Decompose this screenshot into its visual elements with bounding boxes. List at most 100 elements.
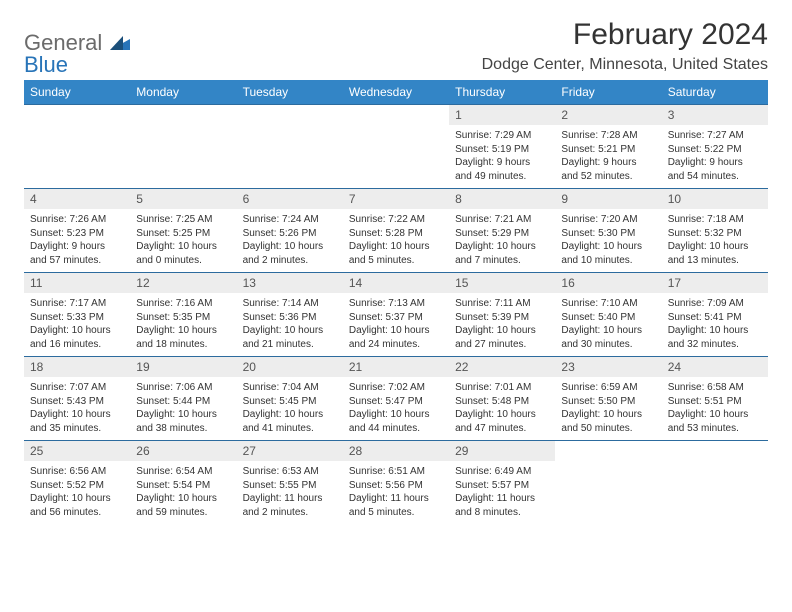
day-number: 10 bbox=[662, 189, 768, 209]
day-cell: 1Sunrise: 7:29 AMSunset: 5:19 PMDaylight… bbox=[449, 105, 555, 189]
day-cell: 6Sunrise: 7:24 AMSunset: 5:26 PMDaylight… bbox=[237, 189, 343, 273]
day-number: 12 bbox=[130, 273, 236, 293]
calendar-table: SundayMondayTuesdayWednesdayThursdayFrid… bbox=[24, 80, 768, 525]
day-details: Sunrise: 6:59 AMSunset: 5:50 PMDaylight:… bbox=[555, 377, 661, 437]
day-details: Sunrise: 7:20 AMSunset: 5:30 PMDaylight:… bbox=[555, 209, 661, 269]
day-cell bbox=[343, 105, 449, 189]
header: General February 2024 Dodge Center, Minn… bbox=[24, 18, 768, 74]
day-number: 17 bbox=[662, 273, 768, 293]
day-number: 13 bbox=[237, 273, 343, 293]
day-details: Sunrise: 7:16 AMSunset: 5:35 PMDaylight:… bbox=[130, 293, 236, 353]
day-number: 26 bbox=[130, 441, 236, 461]
day-number: 25 bbox=[24, 441, 130, 461]
day-cell: 7Sunrise: 7:22 AMSunset: 5:28 PMDaylight… bbox=[343, 189, 449, 273]
day-cell: 22Sunrise: 7:01 AMSunset: 5:48 PMDayligh… bbox=[449, 357, 555, 441]
day-cell bbox=[24, 105, 130, 189]
day-details: Sunrise: 7:22 AMSunset: 5:28 PMDaylight:… bbox=[343, 209, 449, 269]
day-details: Sunrise: 7:25 AMSunset: 5:25 PMDaylight:… bbox=[130, 209, 236, 269]
day-cell: 20Sunrise: 7:04 AMSunset: 5:45 PMDayligh… bbox=[237, 357, 343, 441]
day-number: 11 bbox=[24, 273, 130, 293]
day-cell: 25Sunrise: 6:56 AMSunset: 5:52 PMDayligh… bbox=[24, 441, 130, 525]
day-cell: 18Sunrise: 7:07 AMSunset: 5:43 PMDayligh… bbox=[24, 357, 130, 441]
day-number: 19 bbox=[130, 357, 236, 377]
day-cell: 14Sunrise: 7:13 AMSunset: 5:37 PMDayligh… bbox=[343, 273, 449, 357]
day-details: Sunrise: 7:18 AMSunset: 5:32 PMDaylight:… bbox=[662, 209, 768, 269]
day-cell: 10Sunrise: 7:18 AMSunset: 5:32 PMDayligh… bbox=[662, 189, 768, 273]
day-cell: 4Sunrise: 7:26 AMSunset: 5:23 PMDaylight… bbox=[24, 189, 130, 273]
day-details: Sunrise: 6:49 AMSunset: 5:57 PMDaylight:… bbox=[449, 461, 555, 521]
day-cell: 26Sunrise: 6:54 AMSunset: 5:54 PMDayligh… bbox=[130, 441, 236, 525]
day-cell: 8Sunrise: 7:21 AMSunset: 5:29 PMDaylight… bbox=[449, 189, 555, 273]
day-number: 7 bbox=[343, 189, 449, 209]
day-cell: 17Sunrise: 7:09 AMSunset: 5:41 PMDayligh… bbox=[662, 273, 768, 357]
day-number: 2 bbox=[555, 105, 661, 125]
day-number: 15 bbox=[449, 273, 555, 293]
brand-mark-icon-2 bbox=[110, 36, 130, 55]
day-cell: 19Sunrise: 7:06 AMSunset: 5:44 PMDayligh… bbox=[130, 357, 236, 441]
day-header: Wednesday bbox=[343, 80, 449, 105]
day-number: 14 bbox=[343, 273, 449, 293]
day-cell: 21Sunrise: 7:02 AMSunset: 5:47 PMDayligh… bbox=[343, 357, 449, 441]
day-details: Sunrise: 6:56 AMSunset: 5:52 PMDaylight:… bbox=[24, 461, 130, 521]
day-number: 8 bbox=[449, 189, 555, 209]
day-details: Sunrise: 7:27 AMSunset: 5:22 PMDaylight:… bbox=[662, 125, 768, 185]
day-number: 5 bbox=[130, 189, 236, 209]
day-details: Sunrise: 7:09 AMSunset: 5:41 PMDaylight:… bbox=[662, 293, 768, 353]
day-details: Sunrise: 6:58 AMSunset: 5:51 PMDaylight:… bbox=[662, 377, 768, 437]
day-number: 28 bbox=[343, 441, 449, 461]
day-number: 29 bbox=[449, 441, 555, 461]
location-subtitle: Dodge Center, Minnesota, United States bbox=[482, 56, 768, 74]
brand-text-blue: Blue bbox=[24, 52, 68, 77]
day-number: 24 bbox=[662, 357, 768, 377]
day-cell: 28Sunrise: 6:51 AMSunset: 5:56 PMDayligh… bbox=[343, 441, 449, 525]
day-header: Tuesday bbox=[237, 80, 343, 105]
day-details: Sunrise: 7:06 AMSunset: 5:44 PMDaylight:… bbox=[130, 377, 236, 437]
day-cell: 5Sunrise: 7:25 AMSunset: 5:25 PMDaylight… bbox=[130, 189, 236, 273]
day-header: Friday bbox=[555, 80, 661, 105]
day-details: Sunrise: 7:07 AMSunset: 5:43 PMDaylight:… bbox=[24, 377, 130, 437]
day-number: 3 bbox=[662, 105, 768, 125]
day-cell: 2Sunrise: 7:28 AMSunset: 5:21 PMDaylight… bbox=[555, 105, 661, 189]
day-header: Sunday bbox=[24, 80, 130, 105]
day-details: Sunrise: 7:14 AMSunset: 5:36 PMDaylight:… bbox=[237, 293, 343, 353]
day-number: 16 bbox=[555, 273, 661, 293]
day-details: Sunrise: 7:10 AMSunset: 5:40 PMDaylight:… bbox=[555, 293, 661, 353]
day-cell bbox=[130, 105, 236, 189]
day-number: 22 bbox=[449, 357, 555, 377]
day-number: 18 bbox=[24, 357, 130, 377]
day-details: Sunrise: 7:29 AMSunset: 5:19 PMDaylight:… bbox=[449, 125, 555, 185]
day-details: Sunrise: 6:51 AMSunset: 5:56 PMDaylight:… bbox=[343, 461, 449, 521]
day-cell bbox=[555, 441, 661, 525]
day-details: Sunrise: 7:02 AMSunset: 5:47 PMDaylight:… bbox=[343, 377, 449, 437]
day-details: Sunrise: 6:54 AMSunset: 5:54 PMDaylight:… bbox=[130, 461, 236, 521]
day-details: Sunrise: 7:04 AMSunset: 5:45 PMDaylight:… bbox=[237, 377, 343, 437]
day-cell bbox=[237, 105, 343, 189]
day-cell: 15Sunrise: 7:11 AMSunset: 5:39 PMDayligh… bbox=[449, 273, 555, 357]
day-number: 21 bbox=[343, 357, 449, 377]
day-cell: 24Sunrise: 6:58 AMSunset: 5:51 PMDayligh… bbox=[662, 357, 768, 441]
day-number: 23 bbox=[555, 357, 661, 377]
day-cell: 13Sunrise: 7:14 AMSunset: 5:36 PMDayligh… bbox=[237, 273, 343, 357]
day-details: Sunrise: 7:13 AMSunset: 5:37 PMDaylight:… bbox=[343, 293, 449, 353]
day-number: 27 bbox=[237, 441, 343, 461]
day-details: Sunrise: 7:11 AMSunset: 5:39 PMDaylight:… bbox=[449, 293, 555, 353]
day-number: 6 bbox=[237, 189, 343, 209]
day-details: Sunrise: 6:53 AMSunset: 5:55 PMDaylight:… bbox=[237, 461, 343, 521]
day-cell: 23Sunrise: 6:59 AMSunset: 5:50 PMDayligh… bbox=[555, 357, 661, 441]
day-details: Sunrise: 7:17 AMSunset: 5:33 PMDaylight:… bbox=[24, 293, 130, 353]
day-cell: 11Sunrise: 7:17 AMSunset: 5:33 PMDayligh… bbox=[24, 273, 130, 357]
day-cell: 27Sunrise: 6:53 AMSunset: 5:55 PMDayligh… bbox=[237, 441, 343, 525]
day-details: Sunrise: 7:21 AMSunset: 5:29 PMDaylight:… bbox=[449, 209, 555, 269]
day-cell: 29Sunrise: 6:49 AMSunset: 5:57 PMDayligh… bbox=[449, 441, 555, 525]
day-header: Thursday bbox=[449, 80, 555, 105]
day-number: 9 bbox=[555, 189, 661, 209]
day-header: Saturday bbox=[662, 80, 768, 105]
day-details: Sunrise: 7:26 AMSunset: 5:23 PMDaylight:… bbox=[24, 209, 130, 269]
day-header: Monday bbox=[130, 80, 236, 105]
day-cell: 3Sunrise: 7:27 AMSunset: 5:22 PMDaylight… bbox=[662, 105, 768, 189]
day-details: Sunrise: 7:28 AMSunset: 5:21 PMDaylight:… bbox=[555, 125, 661, 185]
day-number: 4 bbox=[24, 189, 130, 209]
day-number: 1 bbox=[449, 105, 555, 125]
day-cell bbox=[662, 441, 768, 525]
day-cell: 12Sunrise: 7:16 AMSunset: 5:35 PMDayligh… bbox=[130, 273, 236, 357]
